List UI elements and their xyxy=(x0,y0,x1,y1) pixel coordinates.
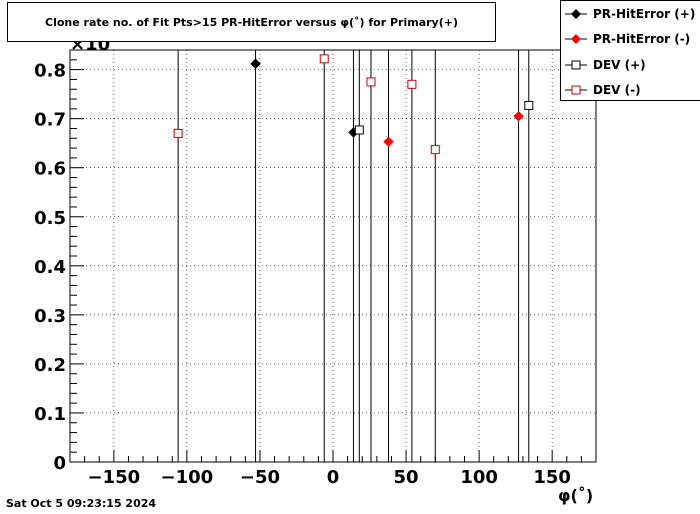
y-tick-label: 0.3 xyxy=(34,306,66,327)
data-point-diamond xyxy=(383,136,394,147)
legend-entry-pr-hiterror-plus: PR-HitError (+) xyxy=(561,4,700,24)
x-tick-label: 150 xyxy=(533,467,571,488)
marker-layer xyxy=(173,54,534,155)
data-point-square xyxy=(354,125,364,135)
data-point-diamond xyxy=(513,111,524,122)
legend-label: DEV (+) xyxy=(593,58,646,72)
data-point-diamond xyxy=(250,58,261,69)
x-tick-label: −50 xyxy=(240,467,280,488)
y-tick-label: 0.6 xyxy=(34,159,66,180)
legend-entry-pr-hiterror-minus: PR-HitError (-) xyxy=(561,29,700,49)
legend-label: DEV (-) xyxy=(593,83,641,97)
data-point-square xyxy=(407,79,417,89)
data-point-square xyxy=(366,77,376,87)
legend-label: PR-HitError (-) xyxy=(593,32,691,46)
legend-marker-red-diamond xyxy=(561,29,593,49)
chart-title-text: Clone rate no. of Fit Pts>15 PR-HitError… xyxy=(45,15,458,29)
data-point-square xyxy=(524,100,534,110)
legend-entry-dev-minus: DEV (-) xyxy=(561,80,700,100)
y-tick-label: 0.4 xyxy=(34,257,66,278)
x-axis-label: φ(˚) xyxy=(558,486,594,505)
timestamp: Sat Oct 5 09:23:15 2024 xyxy=(6,497,157,510)
chart-title: Clone rate no. of Fit Pts>15 PR-HitError… xyxy=(7,2,496,42)
legend-label: PR-HitError (+) xyxy=(593,7,696,21)
x-tick-label: 100 xyxy=(460,467,498,488)
legend-marker-black-diamond xyxy=(561,4,593,24)
grid-layer xyxy=(70,50,596,463)
x-tick-label: −150 xyxy=(88,467,141,488)
legend-marker-black-square xyxy=(561,55,593,75)
y-tick-label: 0.7 xyxy=(34,110,66,131)
y-tick-label: 0.2 xyxy=(34,355,66,376)
data-point-square xyxy=(430,145,440,155)
legend-marker-red-square xyxy=(561,80,593,100)
y-tick-label: 0.1 xyxy=(34,404,66,425)
data-point-square xyxy=(319,54,329,64)
x-tick-label: −100 xyxy=(161,467,214,488)
x-tick-label: 0 xyxy=(327,467,340,488)
axis-layer: −150 −100 −50 0 50 100 150 0 0.1 0.2 0.3 0.4 0.5 0.6 0… xyxy=(34,59,582,488)
x-tick-label: 50 xyxy=(394,467,419,488)
legend: PR-HitError (+) PR-HitError (-) DEV (+) … xyxy=(560,0,700,101)
y-tick-label: 0.8 xyxy=(34,61,66,82)
plot-frame xyxy=(69,49,597,463)
y-tick-label: 0.5 xyxy=(34,208,66,229)
vertical-lines-layer xyxy=(177,50,530,462)
data-point-square xyxy=(173,128,183,138)
y-tick-label: 0 xyxy=(53,453,66,474)
legend-entry-dev-plus: DEV (+) xyxy=(561,55,700,75)
